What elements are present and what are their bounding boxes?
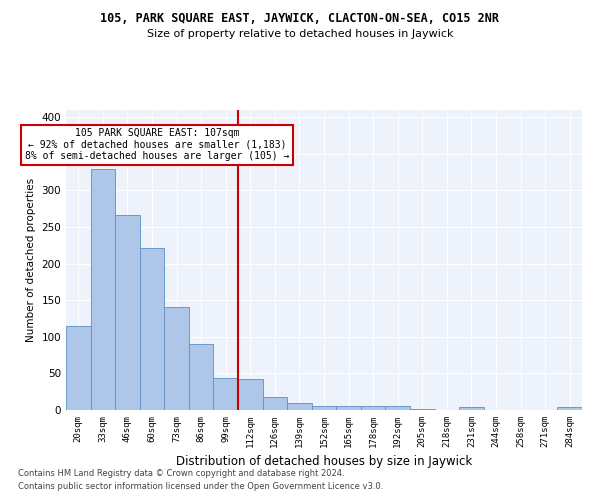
Bar: [263, 397, 287, 410]
Bar: [164, 307, 189, 410]
Bar: [459, 407, 484, 410]
Bar: [238, 380, 263, 410]
Bar: [312, 406, 336, 410]
Bar: [410, 408, 434, 410]
Y-axis label: Number of detached properties: Number of detached properties: [26, 178, 36, 342]
Bar: [140, 248, 164, 410]
Bar: [385, 406, 410, 410]
Text: 105 PARK SQUARE EAST: 107sqm
← 92% of detached houses are smaller (1,183)
8% of : 105 PARK SQUARE EAST: 107sqm ← 92% of de…: [25, 128, 289, 162]
Text: 105, PARK SQUARE EAST, JAYWICK, CLACTON-ON-SEA, CO15 2NR: 105, PARK SQUARE EAST, JAYWICK, CLACTON-…: [101, 12, 499, 26]
Bar: [214, 378, 238, 410]
Text: Contains HM Land Registry data © Crown copyright and database right 2024.: Contains HM Land Registry data © Crown c…: [18, 468, 344, 477]
Bar: [115, 214, 140, 410]
Bar: [66, 326, 91, 410]
X-axis label: Distribution of detached houses by size in Jaywick: Distribution of detached houses by size …: [176, 456, 472, 468]
Bar: [287, 404, 312, 410]
Bar: [91, 168, 115, 410]
Bar: [336, 406, 361, 410]
Bar: [189, 344, 214, 410]
Bar: [361, 406, 385, 410]
Text: Size of property relative to detached houses in Jaywick: Size of property relative to detached ho…: [147, 29, 453, 39]
Text: Contains public sector information licensed under the Open Government Licence v3: Contains public sector information licen…: [18, 482, 383, 491]
Bar: [557, 407, 582, 410]
